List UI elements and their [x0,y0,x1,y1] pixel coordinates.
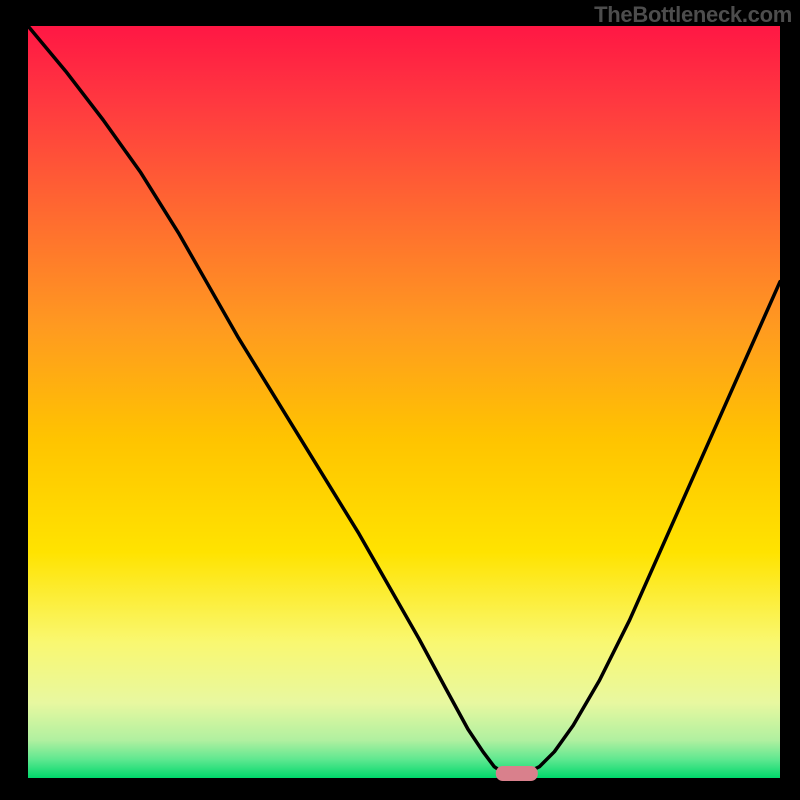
chart-frame: TheBottleneck.com [0,0,800,800]
plot-gradient-background [28,26,780,778]
watermark-text: TheBottleneck.com [594,2,792,28]
bottleneck-chart [0,0,800,800]
optimal-marker [496,766,538,781]
